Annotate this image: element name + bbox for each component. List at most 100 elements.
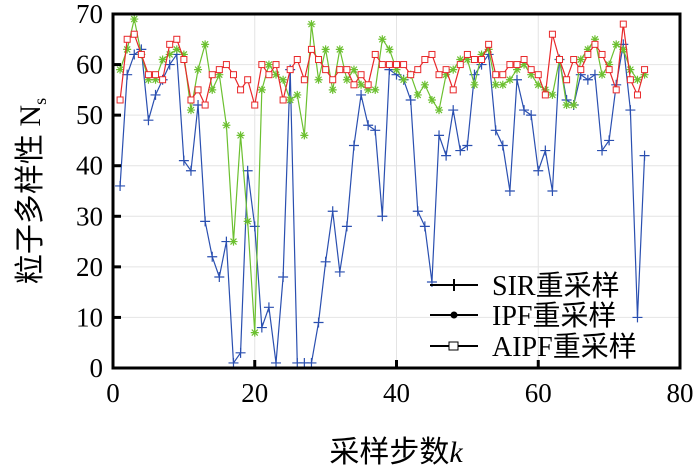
square-marker-shape <box>329 76 337 84</box>
plus-marker-shape <box>271 357 282 368</box>
data-point <box>619 45 628 54</box>
data-point <box>116 65 125 74</box>
data-point <box>150 89 161 100</box>
square-marker-shape <box>463 50 471 58</box>
star-marker-shape <box>342 75 351 84</box>
data-point <box>178 155 189 166</box>
square-marker-shape <box>343 66 351 74</box>
data-point <box>357 80 366 89</box>
plus-marker-shape <box>497 140 508 151</box>
plus-marker-shape <box>235 347 246 358</box>
square-marker-shape <box>563 76 571 84</box>
data-point <box>505 75 514 84</box>
data-point <box>462 140 473 151</box>
plus-marker-shape <box>320 256 331 267</box>
data-point <box>300 131 309 140</box>
star-marker-shape <box>392 65 401 74</box>
data-point <box>441 150 452 161</box>
data-point <box>470 80 479 89</box>
data-point <box>442 70 451 79</box>
data-point <box>208 85 217 94</box>
star-marker-shape <box>229 237 238 246</box>
data-point <box>455 145 466 156</box>
plus-marker-shape <box>547 186 558 196</box>
data-point <box>534 71 542 79</box>
plus-marker-shape <box>214 271 225 282</box>
data-point <box>194 86 202 94</box>
square-marker-shape <box>357 71 365 79</box>
data-point <box>130 30 138 38</box>
data-point <box>193 100 204 111</box>
plus-marker-shape <box>143 115 154 126</box>
data-point <box>265 71 273 79</box>
data-point <box>279 75 288 84</box>
data-point <box>633 91 641 99</box>
data-point <box>612 40 621 49</box>
data-point <box>435 71 443 79</box>
data-point <box>185 165 196 176</box>
data-point <box>115 180 126 191</box>
square-marker-shape <box>612 86 620 94</box>
square-marker-shape <box>215 66 223 74</box>
y-tick-label: 0 <box>90 353 104 383</box>
data-point <box>597 145 608 156</box>
star-marker-shape <box>470 80 479 89</box>
plus-marker-shape <box>377 211 388 222</box>
data-point <box>228 357 239 368</box>
star-marker-shape <box>534 80 543 89</box>
data-point <box>619 20 627 28</box>
data-point <box>242 165 253 176</box>
star-marker-shape <box>272 70 281 79</box>
plus-marker-shape <box>504 186 515 196</box>
star-marker-shape <box>158 55 167 64</box>
legend-label: SIR重采样 <box>492 270 620 302</box>
data-point <box>229 237 238 246</box>
y-tick-label: 60 <box>76 50 103 80</box>
data-point <box>130 15 139 24</box>
star-marker-shape <box>520 60 529 69</box>
data-point <box>286 66 294 74</box>
data-point <box>357 71 365 79</box>
square-marker-shape <box>208 71 216 79</box>
legend-item: SIR重采样 <box>430 270 620 302</box>
data-point <box>421 56 429 64</box>
square-marker-shape <box>442 66 450 74</box>
square-marker-shape <box>591 40 599 48</box>
plus-marker-shape <box>334 266 345 277</box>
star-marker-shape <box>619 45 628 54</box>
data-point <box>533 165 544 176</box>
star-marker-shape <box>264 60 273 69</box>
square-marker-shape <box>315 56 323 64</box>
plus-marker-shape <box>519 105 530 116</box>
data-point <box>449 65 458 74</box>
square-marker-shape <box>414 66 422 74</box>
square-marker-shape <box>485 40 493 48</box>
y-axis-label: 粒子多样性 Ns <box>14 98 50 284</box>
data-point <box>548 30 556 38</box>
plus-marker-shape <box>412 206 423 217</box>
square-marker-shape <box>633 91 641 99</box>
data-point <box>407 71 415 79</box>
data-point <box>143 115 154 126</box>
plus-marker-shape <box>434 130 445 141</box>
square-marker-shape <box>222 61 230 69</box>
data-point <box>626 76 634 84</box>
square-marker-shape <box>478 56 486 64</box>
square-marker-shape <box>251 101 259 109</box>
data-point <box>582 74 593 85</box>
data-point <box>513 61 521 69</box>
data-point <box>640 70 649 79</box>
data-point <box>237 86 245 94</box>
data-point <box>604 135 615 146</box>
square-marker-shape <box>159 76 167 84</box>
data-point <box>278 271 289 282</box>
star-marker-shape <box>357 80 366 89</box>
square-marker-shape <box>201 101 209 109</box>
star-marker-shape <box>349 65 358 74</box>
square-marker-shape <box>499 71 507 79</box>
plus-marker-shape <box>207 251 218 262</box>
star-marker-shape <box>626 65 635 74</box>
square-marker-shape <box>506 61 514 69</box>
star-marker-shape <box>151 75 160 84</box>
square-marker-shape <box>364 81 372 89</box>
